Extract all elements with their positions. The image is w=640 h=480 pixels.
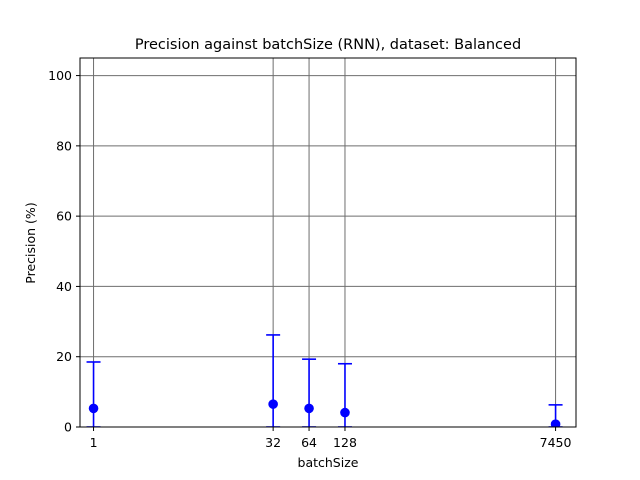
x-tick-label: 64 — [301, 435, 317, 450]
y-tick-label: 60 — [56, 209, 72, 224]
chart-title: Precision against batchSize (RNN), datas… — [135, 37, 521, 53]
data-point — [88, 403, 99, 414]
y-tick-label: 100 — [48, 68, 72, 83]
x-tick-label: 7450 — [540, 435, 572, 450]
x-tick-label: 32 — [265, 435, 281, 450]
data-point — [268, 399, 278, 409]
data-point — [550, 419, 561, 427]
data-point — [304, 403, 314, 414]
y-tick-label: 40 — [56, 279, 72, 294]
x-tick-label: 1 — [90, 435, 98, 450]
y-tick-label: 80 — [56, 138, 72, 153]
y-tick-label: 20 — [56, 349, 72, 364]
y-tick-label: 0 — [64, 420, 72, 435]
data-point — [340, 407, 350, 418]
axis-ticks: 0 20 40 60 80 100 1 32 64 128 7450 — [48, 68, 571, 450]
y-axis-label: Precision (%) — [23, 202, 38, 283]
x-tick-label: 128 — [333, 435, 357, 450]
plot-area-frame — [79, 57, 577, 428]
data-series — [86, 334, 563, 427]
x-axis-label: batchSize — [298, 455, 359, 470]
